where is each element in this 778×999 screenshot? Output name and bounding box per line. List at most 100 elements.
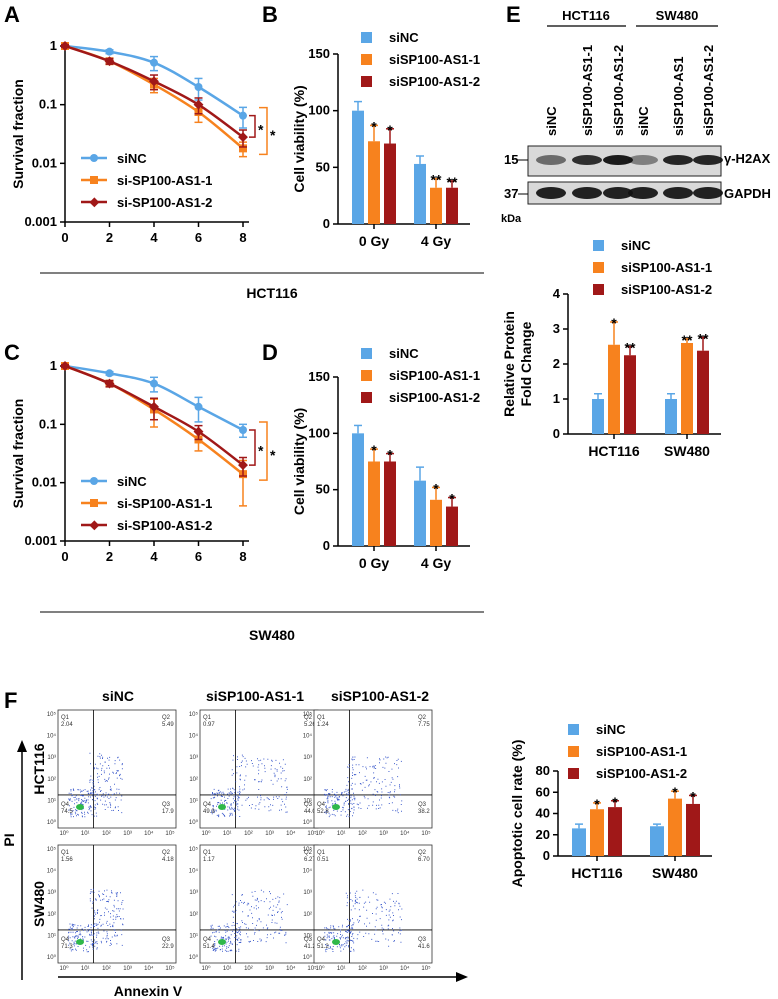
cell-line-label: SW480 bbox=[656, 8, 699, 23]
data-point bbox=[193, 99, 204, 110]
flow-y-tick: 10⁰ bbox=[303, 954, 313, 961]
y-tick-label: 0.001 bbox=[24, 533, 57, 548]
flow-x-tick: 10² bbox=[358, 966, 367, 972]
flow-x-tick: 10² bbox=[244, 966, 253, 972]
flow-y-tick: 10¹ bbox=[189, 933, 198, 939]
caption-hct116: HCT116 bbox=[246, 285, 298, 301]
x-tick-label: 4 bbox=[150, 549, 158, 564]
annexin-axis-label: Annexin V bbox=[114, 983, 183, 999]
q-label: Q2 bbox=[162, 715, 171, 721]
flow-event-dots bbox=[210, 889, 288, 952]
y-tick-label: 2 bbox=[553, 356, 560, 371]
mw-label: 37 bbox=[504, 186, 518, 201]
sig-star: * bbox=[387, 447, 393, 463]
flow-x-tick: 10³ bbox=[123, 831, 132, 837]
panel-letter-b: B bbox=[262, 2, 278, 27]
data-point bbox=[238, 132, 248, 143]
flow-column-header: siNC bbox=[102, 688, 134, 704]
q-label: Q4 bbox=[203, 802, 212, 808]
flow-row-header: SW480 bbox=[31, 881, 47, 927]
flow-x-tick: 10¹ bbox=[223, 966, 232, 972]
lane-label: siSP100-AS1-2 bbox=[611, 45, 626, 136]
q-label: Q1 bbox=[203, 715, 212, 721]
legend-label: siNC bbox=[117, 474, 147, 489]
flow-cytometry-grid: siNC siSP100-AS1-1 siSP100-AS1-2 HCT116 SW48… bbox=[1, 688, 468, 999]
q-label: Q2 bbox=[304, 850, 313, 856]
flow-y-tick: 10² bbox=[47, 912, 56, 918]
legend-marker bbox=[89, 520, 100, 531]
flow-x-tick: 10⁰ bbox=[201, 830, 211, 837]
flow-y-tick: 10⁰ bbox=[189, 954, 199, 961]
flow-x-tick: 10⁰ bbox=[59, 965, 69, 972]
x-tick-label: 4 Gy bbox=[421, 555, 452, 571]
q-label: Q4 bbox=[203, 937, 212, 943]
bar bbox=[624, 355, 636, 434]
panel-letter-e: E bbox=[506, 2, 521, 27]
flow-plot-frame bbox=[57, 844, 177, 964]
sig-star: * bbox=[387, 122, 393, 138]
y-axis-label: Apoptotic cell rate (%) bbox=[509, 740, 525, 888]
flow-y-tick: 10² bbox=[189, 777, 198, 783]
flow-x-tick: 10³ bbox=[265, 966, 274, 972]
annexin-axis-arrowhead bbox=[456, 972, 468, 982]
legend-label: siNC bbox=[389, 30, 419, 45]
flow-x-tick: 10⁴ bbox=[400, 830, 410, 837]
q-value: 52.8 bbox=[317, 809, 329, 815]
flow-x-tick: 10² bbox=[102, 831, 111, 837]
y-tick-label: 4 bbox=[553, 286, 561, 301]
sig-star: * bbox=[270, 127, 276, 143]
bar bbox=[430, 187, 442, 224]
legend-swatch bbox=[568, 724, 579, 735]
western-blot: HCT116 SW480 siNC siSP100-AS1-1 siSP100-AS1-… bbox=[501, 8, 771, 225]
panel-letter-c: C bbox=[4, 340, 20, 365]
flow-y-tick: 10¹ bbox=[47, 933, 56, 939]
y-tick-label: 0.1 bbox=[39, 97, 57, 112]
bar bbox=[368, 141, 380, 224]
q-label: Q4 bbox=[61, 802, 70, 808]
q-label: Q1 bbox=[317, 715, 326, 721]
chart-f-apoptosis: 0 20 40 60 80 Apoptotic cell rate (%) HCT116 * *… bbox=[509, 722, 712, 887]
y-tick-label: 0.001 bbox=[24, 214, 57, 229]
q-label: Q3 bbox=[304, 802, 313, 808]
flow-plot-frame bbox=[199, 844, 319, 964]
flow-y-tick: 10¹ bbox=[303, 933, 312, 939]
flow-dense-cluster bbox=[332, 938, 340, 945]
y-tick-label: 0 bbox=[323, 216, 330, 231]
sig-star: ** bbox=[698, 330, 709, 346]
x-tick-label: SW480 bbox=[652, 865, 698, 881]
flow-x-tick: 10³ bbox=[265, 831, 274, 837]
flow-y-tick: 10⁴ bbox=[47, 733, 57, 740]
q-value: 6.27 bbox=[304, 857, 316, 863]
q-value: 71.3 bbox=[61, 944, 73, 950]
lane-label: siSP100-AS1-1 bbox=[580, 45, 595, 136]
bar bbox=[352, 110, 364, 224]
legend-label: si-SP100-AS1-1 bbox=[117, 496, 212, 511]
flow-x-tick: 10⁰ bbox=[315, 965, 325, 972]
q-value: 44.0 bbox=[304, 809, 316, 815]
x-tick-label: 6 bbox=[195, 549, 202, 564]
bar bbox=[665, 399, 677, 434]
legend-marker bbox=[90, 154, 98, 162]
flow-column-header: siSP100-AS1-1 bbox=[206, 688, 304, 704]
q-label: Q1 bbox=[203, 850, 212, 856]
flow-x-tick: 10³ bbox=[123, 966, 132, 972]
data-point bbox=[150, 58, 158, 67]
bar bbox=[572, 828, 586, 856]
q-value: 41.6 bbox=[418, 944, 430, 950]
pi-axis-label: PI bbox=[1, 833, 17, 846]
y-tick-label: 50 bbox=[316, 159, 330, 174]
band-gapdh bbox=[572, 187, 602, 199]
y-tick-label: 0 bbox=[323, 538, 330, 553]
y-tick-label: 1 bbox=[50, 38, 57, 53]
legend-label: siNC bbox=[389, 346, 419, 361]
sig-bracket-1 bbox=[259, 106, 268, 156]
data-point bbox=[239, 425, 247, 434]
sig-star: ** bbox=[447, 174, 458, 190]
y-tick-label: 60 bbox=[536, 784, 550, 799]
bar bbox=[650, 826, 664, 856]
q-value: 4.18 bbox=[162, 857, 174, 863]
data-point bbox=[105, 369, 114, 378]
panel-letter-a: A bbox=[4, 2, 20, 27]
